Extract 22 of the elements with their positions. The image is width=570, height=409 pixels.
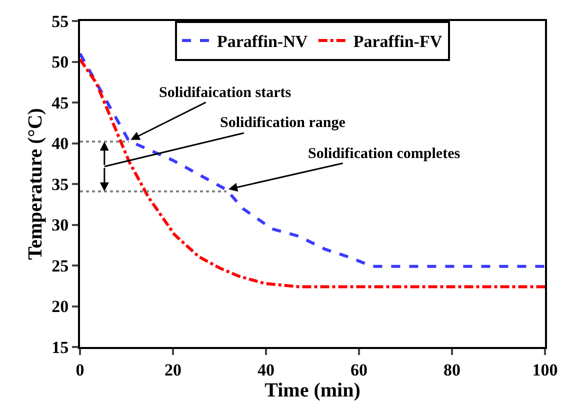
y-tick-label: 35 [52, 174, 69, 194]
y-tick-label: 55 [52, 12, 69, 31]
x-tick-label: 40 [258, 360, 274, 380]
y-tick-label: 50 [52, 52, 69, 72]
x-axis-title: Time (min) [264, 379, 360, 402]
x-tick-label: 60 [350, 360, 368, 380]
y-tick-label: 15 [52, 338, 69, 357]
y-tick-label: 30 [52, 216, 69, 235]
legend-label: Paraffin-NV [217, 32, 308, 52]
x-tick-label: 20 [164, 360, 182, 380]
y-axis-title: Temperature (°C) [24, 108, 47, 260]
annotation: Solidifaication starts [159, 85, 292, 101]
x-tick-label: 80 [444, 360, 460, 380]
x-tick-label: 0 [76, 360, 84, 380]
y-tick-label: 25 [52, 256, 69, 276]
y-tick-label: 45 [52, 93, 69, 112]
y-tick-label: 20 [52, 297, 69, 316]
annotation: Solidification range [220, 115, 346, 131]
legend-label: Paraffin-FV [353, 32, 443, 52]
x-tick-label: 100 [532, 360, 558, 380]
y-tick-label: 40 [52, 134, 69, 154]
annotation: Solidification completes [308, 146, 460, 162]
